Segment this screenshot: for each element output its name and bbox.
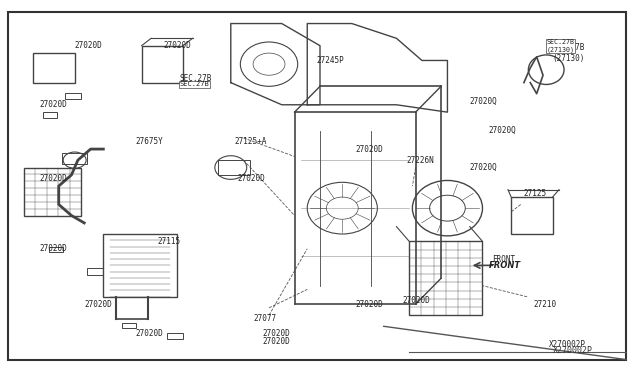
Text: 27020D: 27020D [237,174,265,183]
Text: 27020D: 27020D [403,296,431,305]
Text: 27020D: 27020D [40,100,67,109]
Text: FRONT: FRONT [489,261,521,270]
Text: 27020D: 27020D [262,337,291,346]
Text: 27226N: 27226N [406,155,434,165]
Text: 27125+A: 27125+A [234,137,266,146]
Text: SEC.27B
(27130): SEC.27B (27130) [546,39,574,53]
Text: 27020D: 27020D [75,41,102,50]
Text: SEC.27B: SEC.27B [180,74,212,83]
Text: 27020D: 27020D [164,41,191,50]
Text: 27020D: 27020D [355,145,383,154]
Text: 27020D: 27020D [40,244,67,253]
Text: 27020D: 27020D [84,300,112,309]
Text: 27020Q: 27020Q [470,97,497,106]
Text: 27020D: 27020D [135,329,163,338]
Text: 27125: 27125 [524,189,547,198]
Text: 27020Q: 27020Q [489,126,516,135]
Text: 27245P: 27245P [317,56,344,65]
Text: 27115: 27115 [157,237,180,246]
Text: 27210: 27210 [534,300,557,309]
Text: X270002P: X270002P [552,346,593,355]
Text: 27020Q: 27020Q [470,163,497,172]
Text: 27020D: 27020D [262,329,291,338]
Text: 27675Y: 27675Y [135,137,163,146]
Text: SEC.27B: SEC.27B [180,81,209,87]
Text: SEC.27B
(27130): SEC.27B (27130) [552,44,585,63]
Text: 27020D: 27020D [40,174,67,183]
Text: X270002P: X270002P [549,340,586,349]
Text: 27020D: 27020D [355,300,383,309]
Text: FRONT: FRONT [492,255,515,264]
Text: 27077: 27077 [253,314,276,323]
